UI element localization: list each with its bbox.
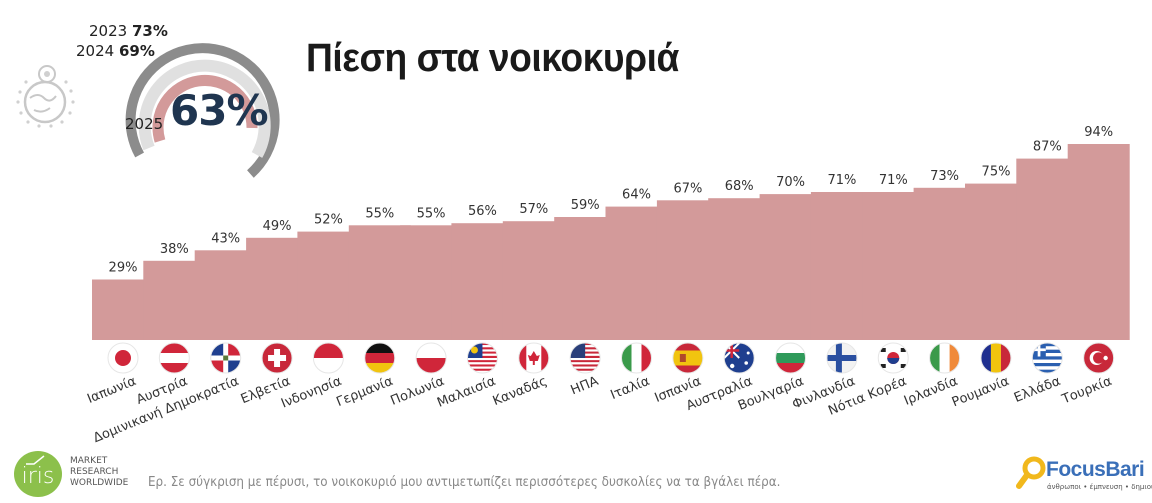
bar-value-label: 57%: [519, 202, 548, 217]
greece-flag-icon: [1031, 342, 1063, 374]
category-label: Ρουμανία: [950, 374, 1012, 411]
bar-value-label: 59%: [571, 198, 600, 213]
germany-flag-icon: [364, 342, 396, 374]
finland-flag-icon: [826, 342, 858, 374]
spain-flag-icon: [672, 342, 704, 374]
bar-value-label: 68%: [725, 179, 754, 194]
question-footnote: Ερ. Σε σύγκριση με πέρυσι, το νοικοκυριό…: [148, 475, 781, 490]
bar-value-label: 71%: [827, 173, 856, 188]
japan-flag-icon: [107, 342, 139, 374]
category-label: Ιαπωνία: [85, 374, 138, 407]
category-label: ΗΠΑ: [569, 374, 601, 399]
canada-flag-icon: [518, 342, 550, 374]
gauge-arc-2023: [125, 43, 280, 178]
category-label: Ιρλανδία: [902, 374, 960, 409]
bar-value-label: 52%: [314, 213, 343, 228]
year-gauge: [125, 43, 280, 178]
bar-value-label: 56%: [468, 204, 497, 219]
bar-value-label: 87%: [1033, 140, 1062, 155]
south-korea-flag-icon: [877, 342, 909, 374]
bar-value-label: 64%: [622, 188, 651, 203]
bar-value-label: 55%: [365, 206, 394, 221]
indonesia-flag-icon: [312, 342, 344, 374]
austria-flag-icon: [158, 342, 190, 374]
category-label: Τουρκία: [1059, 374, 1114, 408]
italy-flag-icon: [621, 342, 652, 374]
category-label: Ελλάδα: [1012, 374, 1063, 406]
romania-flag-icon: [980, 342, 1012, 374]
bar-value-label: 43%: [211, 231, 240, 246]
bar-value-label: 70%: [776, 175, 805, 190]
bar-value-label: 75%: [982, 165, 1011, 180]
bar-value-label: 49%: [263, 219, 292, 234]
gauge-value-2025: 63%: [170, 86, 269, 135]
globe-emblem-icon: [16, 65, 75, 128]
gauge-arc-2024: [138, 59, 271, 158]
bar-value-label: 67%: [673, 181, 702, 196]
iris-logo: iris: [14, 451, 62, 497]
chart-title: Πίεση στα νοικοκυριά: [306, 36, 679, 80]
gauge-label-2023: 2023 73%: [89, 22, 168, 40]
iris-logo-text: MARKET RESEARCH WORLDWIDE: [70, 456, 129, 488]
switzerland-flag-icon: [261, 342, 293, 374]
category-label: Γερμανία: [334, 374, 395, 410]
category-label: Καναδάς: [491, 374, 550, 409]
category-label: Ιταλία: [608, 374, 652, 403]
gauge-label-2024: 2024 69%: [76, 42, 155, 60]
focusbari-logo: FocusBari: [1046, 458, 1145, 481]
magnifier-icon: [1016, 456, 1046, 489]
category-label: Μαλαισία: [435, 374, 498, 411]
bar-value-label: 94%: [1084, 125, 1113, 140]
australia-flag-icon: [723, 342, 755, 374]
dominican-republic-flag-icon: [210, 342, 242, 374]
ireland-flag-icon: [929, 342, 961, 374]
bar: [1067, 144, 1130, 340]
bulgaria-flag-icon: [775, 342, 807, 374]
bar-value-label: 38%: [160, 242, 189, 257]
malaysia-flag-icon: [466, 342, 498, 374]
bar-value-label: 29%: [109, 261, 138, 276]
gauge-arc-2025: [152, 74, 258, 143]
bar-value-label: 71%: [879, 173, 908, 188]
usa-flag-icon: [569, 342, 601, 374]
poland-flag-icon: [415, 342, 447, 374]
turkey-flag-icon: [1083, 342, 1115, 374]
gauge-label-2025-year: 2025: [125, 115, 164, 133]
bar-value-label: 55%: [417, 206, 446, 221]
focusbari-tagline: άνθρωποι • έμπνευση • δημιουργία: [1047, 483, 1152, 491]
svg-text:iris: iris: [22, 464, 55, 489]
bar-value-label: 73%: [930, 169, 959, 184]
